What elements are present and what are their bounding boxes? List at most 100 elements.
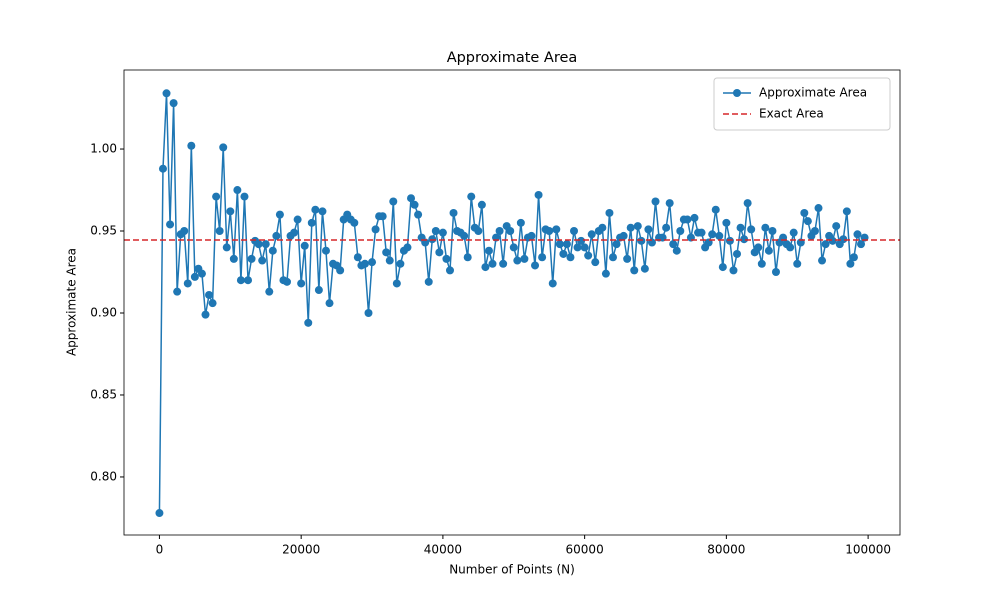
data-point xyxy=(842,207,851,216)
data-point xyxy=(368,258,377,267)
data-point xyxy=(212,192,221,201)
data-point xyxy=(821,240,830,249)
data-point xyxy=(548,279,557,288)
data-point xyxy=(605,208,614,217)
data-point xyxy=(371,225,380,234)
data-point xyxy=(297,279,306,288)
data-point xyxy=(293,215,302,224)
data-point xyxy=(484,246,493,255)
data-point xyxy=(307,218,316,227)
data-point xyxy=(428,235,437,244)
data-point xyxy=(754,243,763,252)
data-point xyxy=(715,231,724,240)
data-point xyxy=(509,243,518,252)
data-point xyxy=(215,227,224,236)
data-point xyxy=(265,287,274,296)
x-tick-label: 20000 xyxy=(282,543,320,557)
data-point xyxy=(733,249,742,258)
data-point xyxy=(275,210,284,219)
data-point xyxy=(711,205,720,214)
data-point xyxy=(768,227,777,236)
data-point xyxy=(857,240,866,249)
data-point xyxy=(424,277,433,286)
data-point xyxy=(570,227,579,236)
data-point xyxy=(247,254,256,263)
data-point xyxy=(764,246,773,255)
data-point xyxy=(516,218,525,227)
data-point xyxy=(477,200,486,209)
data-point xyxy=(552,225,561,234)
data-point xyxy=(378,212,387,221)
data-point xyxy=(623,254,632,263)
data-point xyxy=(488,259,497,268)
data-point xyxy=(662,223,671,232)
data-point xyxy=(665,199,674,208)
data-point xyxy=(190,272,199,281)
data-point xyxy=(431,227,440,236)
data-point xyxy=(463,253,472,262)
data-point xyxy=(208,299,217,308)
legend xyxy=(713,77,891,131)
data-point xyxy=(449,208,458,217)
data-point xyxy=(853,230,862,239)
x-tick-label: 0 xyxy=(156,543,164,557)
data-point xyxy=(169,99,178,108)
data-point xyxy=(580,243,589,252)
x-axis-label: Number of Points (N) xyxy=(449,563,575,577)
data-point xyxy=(226,207,235,216)
x-tick-label: 100000 xyxy=(845,543,891,557)
data-point xyxy=(559,249,568,258)
data-point xyxy=(201,310,210,319)
data-point xyxy=(268,246,277,255)
x-tick-label: 60000 xyxy=(566,543,604,557)
data-point xyxy=(445,266,454,275)
data-point xyxy=(183,279,192,288)
data-point xyxy=(155,509,164,518)
data-point xyxy=(314,286,323,295)
data-point xyxy=(173,287,182,296)
data-point xyxy=(718,263,727,272)
data-point xyxy=(729,266,738,275)
data-point xyxy=(162,89,171,98)
data-point xyxy=(414,210,423,219)
y-axis-label: Approximate Area xyxy=(65,248,79,356)
data-point xyxy=(800,208,809,217)
data-point xyxy=(832,222,841,231)
data-point xyxy=(364,308,373,317)
data-point xyxy=(803,217,812,226)
data-point xyxy=(644,225,653,234)
data-point xyxy=(325,299,334,308)
data-point xyxy=(789,228,798,237)
data-point xyxy=(849,253,858,262)
data-point xyxy=(385,256,394,265)
data-point xyxy=(771,268,780,277)
data-point xyxy=(389,197,398,206)
data-point xyxy=(743,199,752,208)
data-point xyxy=(708,230,717,239)
data-point xyxy=(828,236,837,245)
data-point xyxy=(158,164,167,173)
data-point xyxy=(690,213,699,222)
data-point xyxy=(442,254,451,263)
legend-marker xyxy=(733,89,741,97)
data-point xyxy=(180,227,189,236)
data-point xyxy=(633,222,642,231)
x-tick-label: 80000 xyxy=(707,543,745,557)
data-point xyxy=(591,258,600,267)
data-point xyxy=(410,200,419,209)
data-point xyxy=(244,276,253,285)
data-point xyxy=(272,231,281,240)
data-point xyxy=(761,223,770,232)
data-point xyxy=(736,223,745,232)
data-point xyxy=(786,243,795,252)
data-point xyxy=(846,259,855,268)
data-point xyxy=(676,227,685,236)
data-point xyxy=(669,240,678,249)
data-point xyxy=(531,261,540,270)
data-point xyxy=(651,197,660,206)
data-point xyxy=(637,236,646,245)
data-point xyxy=(683,215,692,224)
y-tick-label: 1.00 xyxy=(90,142,117,156)
data-point xyxy=(435,248,444,257)
chart-title: Approximate Area xyxy=(447,50,578,66)
